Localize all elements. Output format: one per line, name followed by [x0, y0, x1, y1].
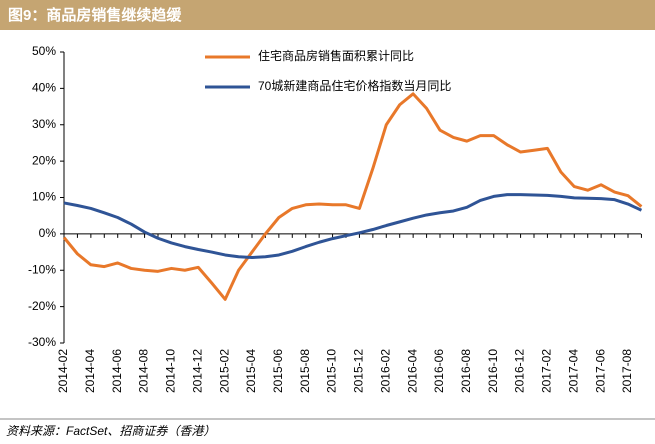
x-tick-label: 2017-06 — [593, 349, 607, 393]
y-tick-label: 30% — [32, 117, 56, 131]
series-line — [63, 193, 643, 260]
series-line — [62, 92, 643, 301]
x-tick-label: 2014-04 — [83, 349, 97, 393]
x-tick-label: 2016-06 — [432, 349, 446, 393]
x-tick-label: 2014-02 — [56, 349, 70, 393]
legend-label: 住宅商品房销售面积累计同比 — [258, 48, 414, 63]
x-tick-label: 2014-08 — [137, 349, 151, 393]
x-tick-label: 2015-10 — [325, 349, 339, 393]
y-tick-label: 0% — [39, 226, 57, 240]
y-tick-label: 50% — [32, 44, 56, 58]
y-tick-label: -10% — [28, 262, 56, 276]
x-tick-label: 2014-12 — [190, 349, 204, 393]
x-tick-label: 2015-04 — [244, 349, 258, 393]
y-tick-label: -20% — [28, 299, 56, 313]
x-tick-label: 2017-08 — [620, 349, 634, 393]
x-tick-label: 2016-12 — [513, 349, 527, 393]
x-tick-label: 2016-10 — [486, 349, 500, 393]
y-tick-label: 20% — [32, 153, 56, 167]
y-tick-label: 40% — [32, 81, 56, 95]
x-tick-label: 2016-08 — [459, 349, 473, 393]
x-tick-label: 2015-08 — [298, 349, 312, 393]
x-tick-label: 2015-12 — [352, 349, 366, 393]
y-tick-label: 10% — [32, 190, 56, 204]
x-tick-label: 2015-06 — [271, 349, 285, 393]
x-tick-label: 2014-10 — [164, 349, 178, 393]
y-tick-label: -30% — [28, 335, 56, 349]
chart-title: 图9：商品房销售继续趋缓 — [8, 6, 182, 24]
legend-label: 70城新建商品住宅价格指数当月同比 — [258, 78, 451, 93]
x-tick-label: 2015-02 — [217, 349, 231, 393]
x-tick-label: 2017-04 — [566, 349, 580, 393]
title-bar — [0, 0, 655, 30]
x-tick-label: 2016-02 — [378, 349, 392, 393]
source: 资料来源：FactSet、招商证券（香港） — [6, 424, 215, 438]
x-tick-label: 2017-02 — [540, 349, 554, 393]
x-tick-label: 2014-06 — [110, 349, 124, 393]
x-tick-label: 2016-04 — [405, 349, 419, 393]
